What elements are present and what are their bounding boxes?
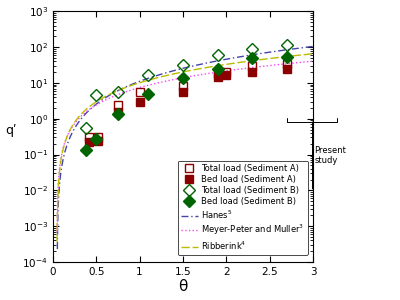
Text: Present
study: Present study [314, 146, 346, 165]
X-axis label: θ: θ [178, 279, 188, 294]
Y-axis label: qʹ: qʹ [6, 124, 17, 136]
Legend: Total load (Sediment A), Bed load (Sediment A), Total load (Sediment B), Bed loa: Total load (Sediment A), Bed load (Sedim… [178, 161, 308, 255]
